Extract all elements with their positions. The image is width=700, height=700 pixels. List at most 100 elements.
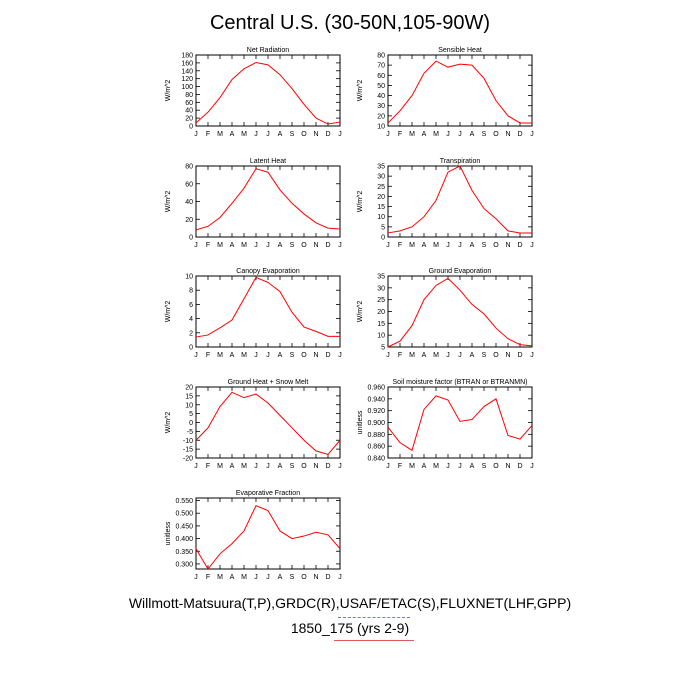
- footer-case: 1850_175 (yrs 2-9): [290, 620, 410, 636]
- y-axis-label: unitless: [165, 521, 172, 545]
- plot-frame: [387, 165, 533, 238]
- x-tick-label: J: [446, 352, 450, 359]
- chart-title: Net Radiation: [247, 47, 290, 54]
- x-tick-label: S: [482, 463, 487, 470]
- y-tick-label: -10: [183, 438, 193, 445]
- x-tick-label: J: [458, 463, 462, 470]
- y-tick-label: 0: [189, 345, 193, 352]
- x-tick-label: M: [433, 463, 439, 470]
- x-tick-label: J: [194, 352, 198, 359]
- y-axis-label: W/m^2: [357, 301, 364, 323]
- series-line: [387, 277, 533, 348]
- x-tick-label: J: [266, 131, 270, 138]
- x-tick-label: M: [217, 352, 223, 359]
- plot-frame: [195, 54, 341, 127]
- y-tick-label: 35: [377, 164, 385, 171]
- x-tick-label: A: [470, 242, 475, 249]
- x-tick-label: J: [530, 131, 534, 138]
- x-tick-label: M: [433, 242, 439, 249]
- x-tick-label: N: [505, 352, 510, 359]
- y-tick-label: 140: [181, 68, 193, 75]
- x-tick-label: J: [266, 463, 270, 470]
- x-tick-label: J: [386, 463, 390, 470]
- plot-frame: [195, 497, 341, 570]
- y-tick-label: 0.840: [367, 456, 385, 463]
- y-tick-label: 0.400: [175, 536, 193, 543]
- y-axis-label: W/m^2: [165, 80, 172, 102]
- y-tick-label: 60: [377, 73, 385, 80]
- x-tick-label: J: [446, 463, 450, 470]
- chart-panel: Ground Heat + Snow Melt W/m^2 -20 -15 -10 -5 0…: [165, 379, 342, 470]
- x-tick-label: J: [530, 463, 534, 470]
- x-tick-label: A: [278, 242, 283, 249]
- chart-title: Latent Heat: [250, 158, 286, 165]
- series-line: [387, 165, 532, 234]
- x-tick-label: J: [338, 242, 342, 249]
- x-tick-label: D: [517, 131, 522, 138]
- y-tick-label: 80: [185, 92, 193, 99]
- x-tick-label: J: [446, 131, 450, 138]
- y-tick-label: 20: [377, 113, 385, 120]
- series-line: [195, 276, 340, 338]
- x-tick-label: F: [398, 131, 402, 138]
- x-tick-label: M: [409, 463, 415, 470]
- plot-frame: [387, 386, 533, 459]
- y-tick-label: 0: [381, 235, 385, 242]
- y-tick-label: 0.350: [175, 549, 193, 556]
- y-tick-label: 0: [189, 124, 193, 131]
- x-tick-label: J: [446, 242, 450, 249]
- y-tick-label: 30: [377, 174, 385, 181]
- y-tick-label: 40: [185, 199, 193, 206]
- x-tick-label: F: [206, 352, 210, 359]
- x-tick-label: J: [254, 131, 258, 138]
- footer-dash-line: [338, 617, 410, 618]
- y-tick-label: 2: [189, 330, 193, 337]
- y-tick-label: -5: [187, 429, 193, 436]
- y-tick-label: 160: [181, 60, 193, 67]
- chart-title: Canopy Evaporation: [236, 268, 300, 275]
- x-tick-label: A: [278, 463, 283, 470]
- x-tick-label: O: [301, 242, 307, 249]
- series-line: [195, 168, 341, 231]
- x-tick-label: O: [493, 463, 499, 470]
- plot-frame: [387, 275, 533, 348]
- y-tick-label: 30: [377, 103, 385, 110]
- x-tick-label: J: [194, 574, 198, 581]
- x-tick-label: O: [301, 574, 307, 581]
- y-tick-label: 180: [181, 53, 193, 60]
- x-tick-label: J: [266, 242, 270, 249]
- x-tick-label: M: [217, 242, 223, 249]
- x-tick-label: A: [470, 131, 475, 138]
- plot-frame: [387, 54, 533, 127]
- y-tick-label: 80: [185, 164, 193, 171]
- x-tick-label: A: [422, 352, 427, 359]
- y-tick-label: 10: [377, 333, 385, 340]
- x-tick-label: J: [458, 352, 462, 359]
- chart-panel: Soil moisture factor (BTRAN or BTRANMN) u…: [357, 379, 534, 470]
- x-tick-label: D: [325, 131, 330, 138]
- y-tick-label: 0.860: [367, 444, 385, 451]
- series-line: [195, 391, 341, 456]
- x-tick-label: J: [266, 574, 270, 581]
- y-tick-label: 70: [377, 63, 385, 70]
- x-tick-label: J: [458, 131, 462, 138]
- x-tick-label: N: [505, 242, 510, 249]
- y-tick-label: 20: [377, 194, 385, 201]
- x-tick-label: O: [493, 352, 499, 359]
- x-tick-label: J: [194, 242, 198, 249]
- chart-title: Sensible Heat: [438, 47, 482, 54]
- x-tick-label: D: [325, 242, 330, 249]
- y-tick-label: 0.500: [175, 511, 193, 518]
- x-tick-label: A: [230, 574, 235, 581]
- y-tick-label: 0.300: [175, 561, 193, 568]
- x-tick-label: F: [206, 574, 210, 581]
- x-tick-label: F: [398, 463, 402, 470]
- y-tick-label: 0.960: [367, 385, 385, 392]
- series-line: [195, 61, 341, 125]
- y-tick-label: 50: [377, 83, 385, 90]
- y-tick-label: 80: [377, 53, 385, 60]
- y-tick-label: 15: [377, 321, 385, 328]
